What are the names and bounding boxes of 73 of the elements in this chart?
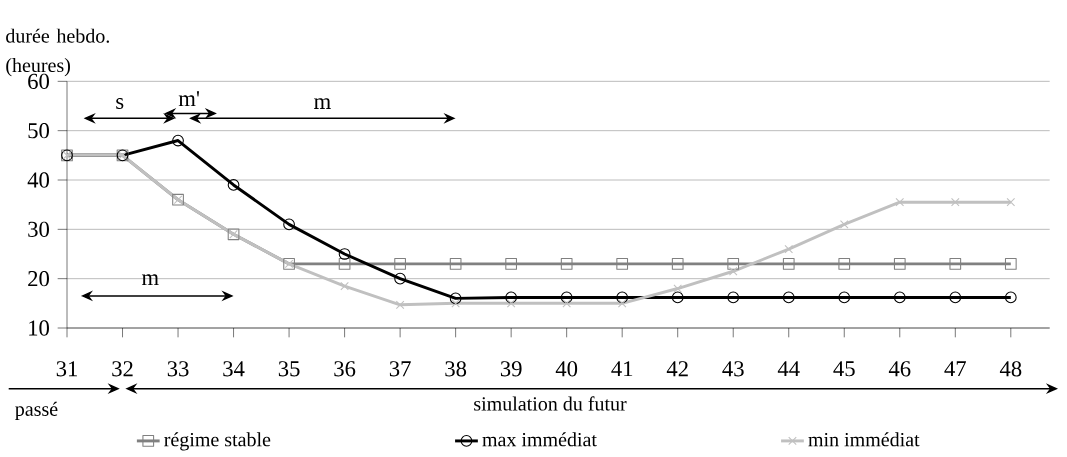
x-tick-label: 37 xyxy=(389,361,411,377)
point xyxy=(671,257,684,270)
point xyxy=(505,291,518,304)
point xyxy=(506,299,516,308)
legend-label: max immédiat xyxy=(482,432,597,447)
point xyxy=(449,257,462,270)
point xyxy=(1004,291,1017,304)
y-tick-label: 10 xyxy=(29,320,49,336)
point xyxy=(227,179,240,191)
x-tick-label: 40 xyxy=(555,361,578,377)
point xyxy=(1004,257,1017,270)
x-tick-label: 47 xyxy=(944,361,966,377)
point xyxy=(395,300,405,310)
point xyxy=(617,299,627,308)
annotation: m xyxy=(141,274,159,285)
y-tick-label: 40 xyxy=(27,172,49,188)
point xyxy=(616,291,629,304)
x-tick-label: 45 xyxy=(833,361,855,377)
point xyxy=(949,257,962,270)
legend-label: régime stable xyxy=(164,432,271,451)
point xyxy=(838,257,851,270)
x-tick-label: 48 xyxy=(999,361,1022,377)
x-tick-label: 35 xyxy=(278,361,300,377)
x-tick-label: 46 xyxy=(888,361,911,377)
x-tick-label: 36 xyxy=(334,361,356,377)
point xyxy=(616,257,629,270)
point xyxy=(673,284,683,293)
y-tick-label: 20 xyxy=(28,271,49,287)
point xyxy=(727,257,740,270)
point xyxy=(782,257,795,270)
text: passé xyxy=(15,401,58,420)
x-tick-label: 31 xyxy=(56,361,77,377)
point xyxy=(338,248,351,260)
point xyxy=(505,257,518,270)
point xyxy=(451,299,460,308)
point xyxy=(394,272,406,285)
point xyxy=(172,134,184,147)
point xyxy=(949,291,962,304)
annotation: m xyxy=(314,98,331,109)
annotation: m' xyxy=(178,91,200,107)
point xyxy=(838,291,851,304)
annotation: s xyxy=(116,98,124,109)
point xyxy=(560,291,573,304)
y-tick-label: 30 xyxy=(28,221,49,237)
x-tick-label: 33 xyxy=(167,361,189,377)
point xyxy=(283,218,295,231)
point xyxy=(839,220,849,229)
point xyxy=(338,257,351,270)
x-tick-label: 39 xyxy=(500,361,522,377)
point xyxy=(340,281,349,291)
x-tick-label: 41 xyxy=(611,361,633,377)
text: simulation du futur xyxy=(474,396,627,411)
x-tick-label: 44 xyxy=(777,361,800,377)
point xyxy=(394,257,406,270)
point xyxy=(893,257,906,270)
point xyxy=(560,257,573,270)
point xyxy=(895,197,905,207)
point xyxy=(562,299,571,308)
x-tick-label: 32 xyxy=(112,361,133,377)
x-tick-label: 42 xyxy=(666,361,688,377)
point xyxy=(727,291,740,304)
x-tick-label: 43 xyxy=(722,361,744,377)
legend-label: min immédiat xyxy=(808,432,920,447)
point xyxy=(671,291,684,304)
point xyxy=(1006,197,1016,207)
point xyxy=(449,292,462,305)
point xyxy=(893,291,906,304)
x-tick-label: 38 xyxy=(445,361,467,377)
point xyxy=(728,266,738,276)
y-tick-label: 50 xyxy=(28,123,49,139)
point xyxy=(782,291,795,304)
point xyxy=(950,197,960,207)
x-tick-label: 34 xyxy=(223,361,245,377)
